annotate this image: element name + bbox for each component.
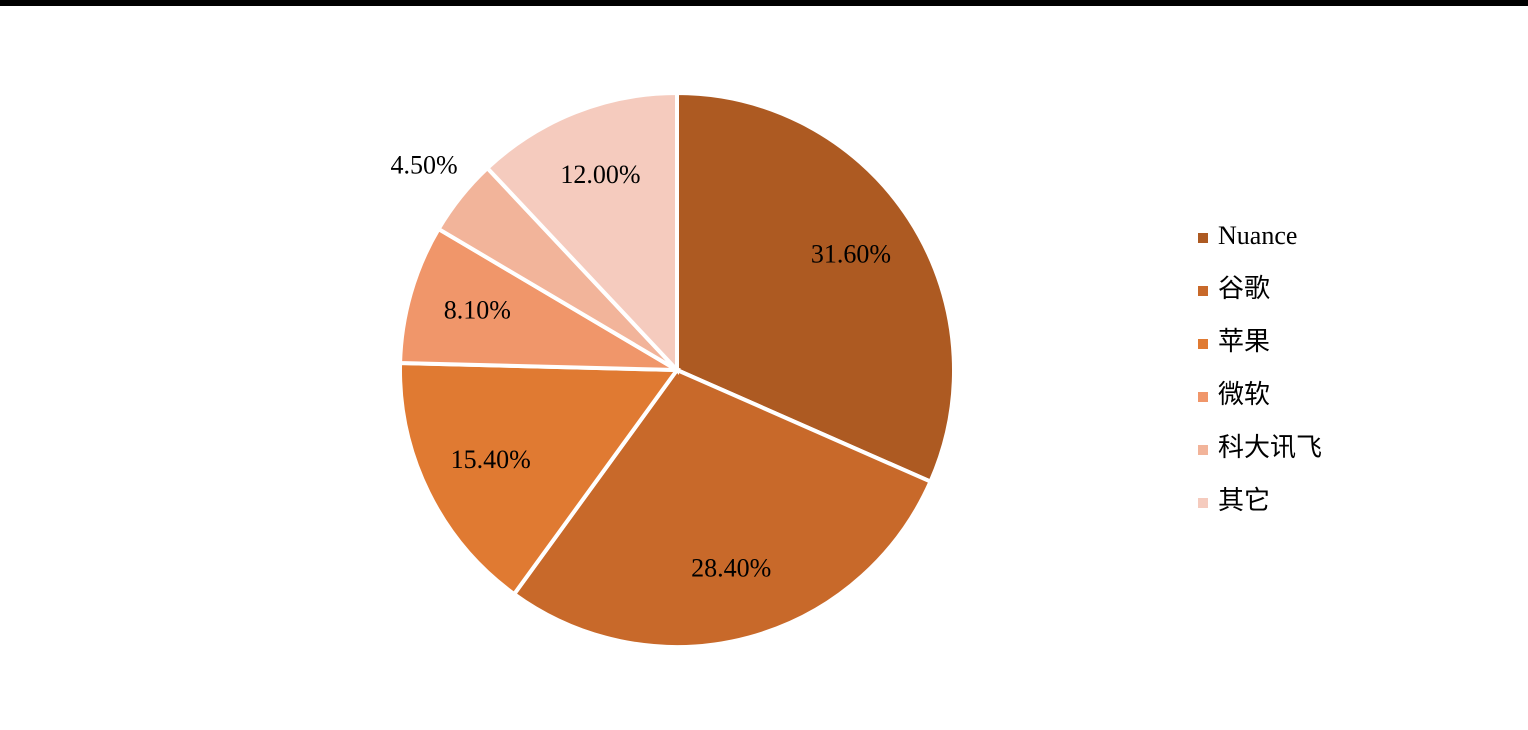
pie-slice — [484, 90, 679, 376]
pie-slice — [511, 367, 934, 649]
legend-swatch — [1198, 445, 1208, 455]
legend-swatch — [1198, 392, 1208, 402]
data-label: 8.10% — [444, 296, 511, 325]
legend-label: Nuance — [1218, 221, 1297, 250]
legend-swatch — [1198, 233, 1208, 243]
data-label: 28.40% — [691, 554, 771, 583]
pie-slice — [398, 226, 685, 373]
legend-swatch — [1198, 498, 1208, 508]
pie-slice — [398, 360, 681, 597]
legend-label: 谷歌 — [1218, 274, 1270, 303]
legend-label: 苹果 — [1218, 327, 1270, 356]
legend-swatch — [1198, 339, 1208, 349]
legend-label: 其它 — [1218, 486, 1270, 515]
pie-slice — [675, 90, 956, 485]
legend-label: 科大讯飞 — [1218, 433, 1322, 462]
data-label: 31.60% — [811, 239, 891, 268]
data-label: 15.40% — [451, 445, 531, 474]
top-rule — [0, 0, 1528, 6]
data-label: 4.50% — [390, 150, 457, 179]
data-label: 12.00% — [560, 160, 640, 189]
legend-label: 微软 — [1218, 380, 1270, 409]
legend-swatch — [1198, 286, 1208, 296]
